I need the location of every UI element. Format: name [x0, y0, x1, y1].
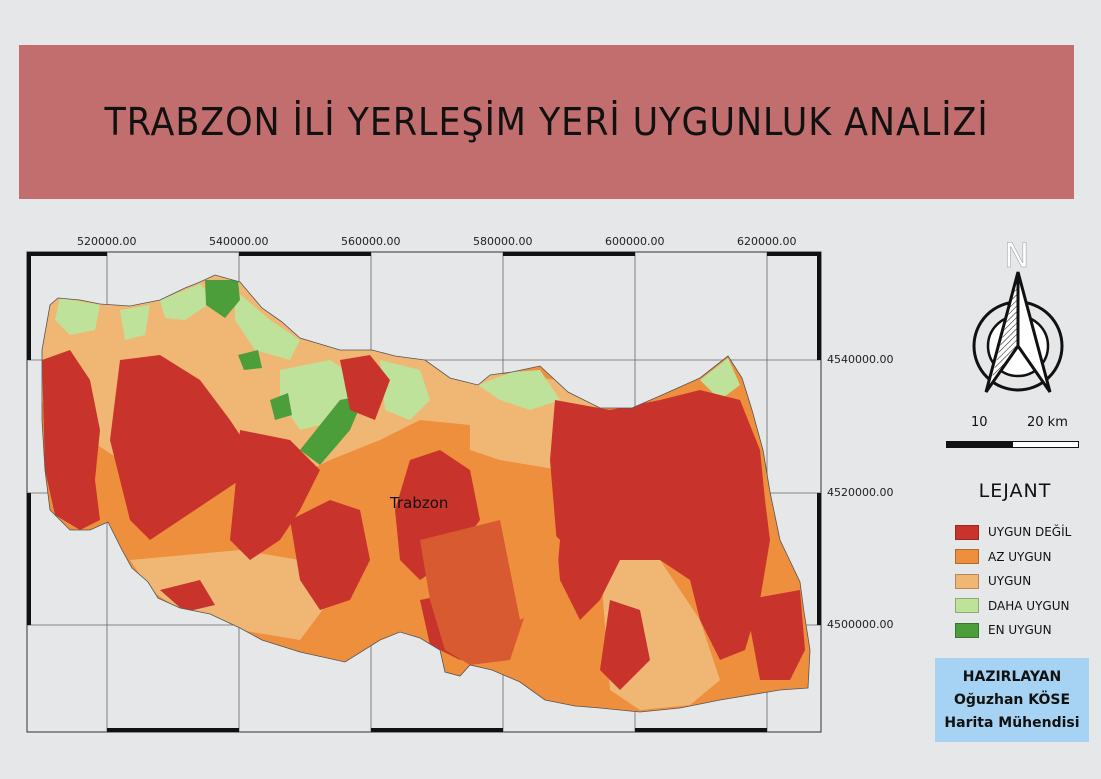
north-letter: N: [1004, 236, 1030, 277]
x-tick-600000: 600000.00: [605, 235, 665, 248]
title-banner: TRABZON İLİ YERLEŞİM YERİ UYGUNLUK ANALİ…: [19, 45, 1074, 199]
place-label-trabzon: Trabzon: [390, 494, 449, 512]
legend-label: EN UYGUN: [988, 623, 1052, 638]
scale-segment: [947, 442, 1013, 447]
x-tick-540000: 540000.00: [209, 235, 269, 248]
compass-icon: [972, 271, 1064, 393]
legend-item-az-uygun: AZ UYGUN: [955, 545, 1095, 570]
author-name: Oğuzhan KÖSE: [953, 691, 1071, 708]
legend-label: UYGUN: [988, 574, 1032, 589]
y-tick-4500000: 4500000.00: [827, 618, 894, 631]
legend-item-daha-uygun: DAHA UYGUN: [955, 594, 1095, 619]
x-tick-520000: 520000.00: [77, 235, 137, 248]
scale-label-10: 10: [971, 415, 988, 430]
legend-swatch: [955, 622, 979, 638]
legend-swatch: [955, 573, 979, 589]
legend-label: DAHA UYGUN: [988, 598, 1070, 613]
legend-label: AZ UYGUN: [988, 549, 1052, 564]
north-arrow: N: [962, 236, 1074, 406]
legend-swatch: [955, 598, 979, 614]
y-tick-4520000: 4520000.00: [827, 486, 894, 499]
legend-item-uygun: UYGUN: [955, 569, 1095, 594]
author-heading: HAZIRLAYAN: [962, 668, 1062, 685]
y-tick-4540000: 4540000.00: [827, 353, 894, 366]
legend-swatch: [955, 524, 979, 540]
scale-track: [946, 441, 1079, 448]
legend-label: UYGUN DEĞİL: [988, 525, 1072, 540]
x-tick-620000: 620000.00: [737, 235, 797, 248]
map-title: TRABZON İLİ YERLEŞİM YERİ UYGUNLUK ANALİ…: [104, 100, 989, 144]
author-box: HAZIRLAYAN Oğuzhan KÖSE Harita Mühendisi: [935, 658, 1089, 742]
scale-label-20km: 20 km: [1027, 415, 1068, 430]
author-role: Harita Mühendisi: [944, 714, 1080, 731]
legend-swatch: [955, 549, 979, 565]
legend-title: LEJANT: [978, 480, 1052, 502]
legend-item-en-uygun: EN UYGUN: [955, 618, 1095, 643]
frame-ticks: [27, 252, 821, 732]
legend-item-uygun-degil: UYGUN DEĞİL: [955, 520, 1095, 545]
scale-bar: 10 20 km: [946, 415, 1086, 455]
legend: LEJANT UYGUN DEĞİL AZ UYGUN UYGUN DAHA U…: [955, 480, 1095, 643]
x-tick-580000: 580000.00: [473, 235, 533, 248]
x-tick-560000: 560000.00: [341, 235, 401, 248]
